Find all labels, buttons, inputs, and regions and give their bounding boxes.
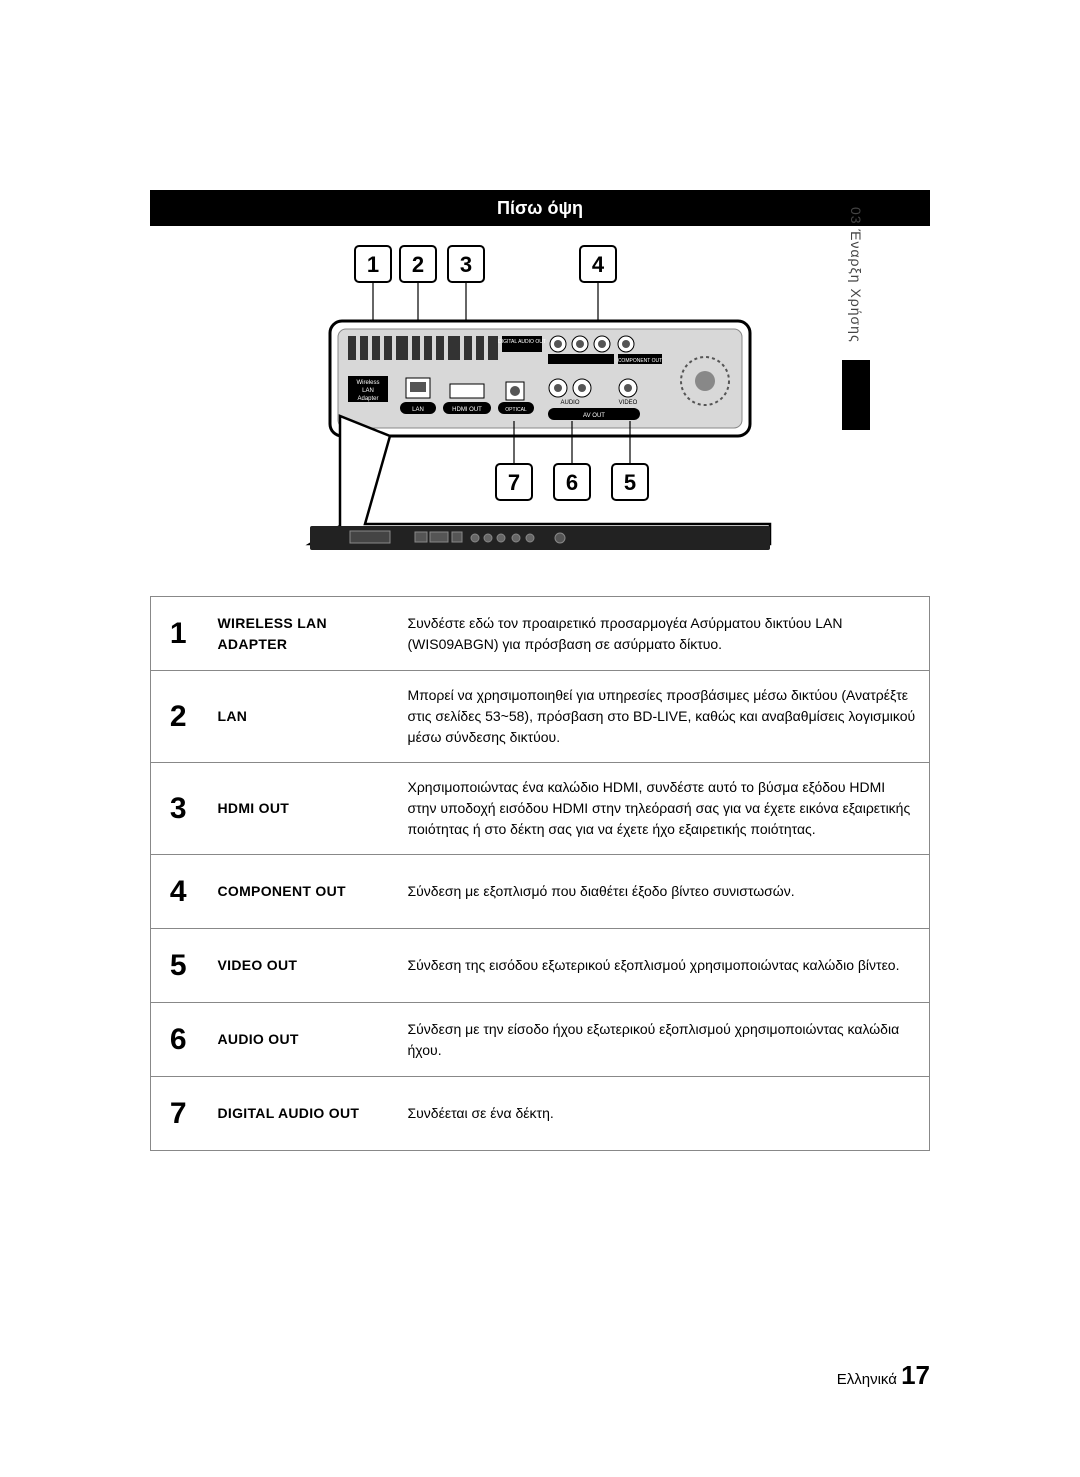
row-label: HDMI OUT	[206, 763, 396, 855]
row-label: COMPONENT OUT	[206, 855, 396, 929]
row-desc: Συνδέστε εδώ τον προαιρετικό προσαρμογέα…	[396, 597, 930, 671]
svg-text:6: 6	[566, 470, 578, 495]
row-label: DIGITAL AUDIO OUT	[206, 1077, 396, 1151]
row-number: 2	[151, 671, 206, 763]
row-number: 6	[151, 1003, 206, 1077]
row-desc: Χρησιμοποιώντας ένα καλώδιο HDMI, συνδέσ…	[396, 763, 930, 855]
svg-text:VIDEO: VIDEO	[619, 400, 638, 406]
port-table: 1WIRELESS LAN ADAPTERΣυνδέστε εδώ τον πρ…	[150, 596, 930, 1151]
side-tab-marker	[842, 360, 870, 430]
table-row: 4COMPONENT OUTΣύνδεση με εξοπλισμό που δ…	[151, 855, 930, 929]
row-label: WIRELESS LAN ADAPTER	[206, 597, 396, 671]
table-row: 5VIDEO OUTΣύνδεση της εισόδου εξωτερικού…	[151, 929, 930, 1003]
svg-text:5: 5	[624, 470, 636, 495]
page-container: Πίσω όψη 1 2 3 4	[150, 190, 930, 1151]
row-desc: Σύνδεση της εισόδου εξωτερικού εξοπλισμο…	[396, 929, 930, 1003]
diagram-svg: 1 2 3 4	[280, 236, 800, 576]
table-row: 2LANΜπορεί να χρησιμοποιηθεί για υπηρεσί…	[151, 671, 930, 763]
row-number: 4	[151, 855, 206, 929]
row-desc: Συνδέεται σε ένα δέκτη.	[396, 1077, 930, 1151]
svg-text:2: 2	[412, 252, 424, 277]
svg-text:3: 3	[460, 252, 472, 277]
svg-text:7: 7	[508, 470, 520, 495]
svg-text:Adapter: Adapter	[357, 396, 378, 402]
table-row: 1WIRELESS LAN ADAPTERΣυνδέστε εδώ τον πρ…	[151, 597, 930, 671]
svg-text:AV OUT: AV OUT	[583, 413, 605, 419]
side-tab-text: 03 Έναρξη Χρήσης	[848, 207, 864, 343]
row-desc: Μπορεί να χρησιμοποιηθεί για υπηρεσίες π…	[396, 671, 930, 763]
svg-text:LAN: LAN	[362, 388, 374, 394]
row-number: 1	[151, 597, 206, 671]
footer-lang: Ελληνικά	[837, 1371, 897, 1388]
page-footer: Ελληνικά 17	[837, 1360, 930, 1391]
vent-slots	[348, 336, 498, 360]
row-label: VIDEO OUT	[206, 929, 396, 1003]
row-desc: Σύνδεση με την είσοδο ήχου εξωτερικού εξ…	[396, 1003, 930, 1077]
section-title: Πίσω όψη	[497, 198, 583, 219]
row-label: LAN	[206, 671, 396, 763]
table-row: 6AUDIO OUTΣύνδεση με την είσοδο ήχου εξω…	[151, 1003, 930, 1077]
row-desc: Σύνδεση με εξοπλισμό που διαθέτει έξοδο …	[396, 855, 930, 929]
svg-text:1: 1	[367, 252, 379, 277]
svg-text:LAN: LAN	[412, 407, 424, 413]
section-header: Πίσω όψη	[150, 190, 930, 226]
svg-text:Wireless: Wireless	[356, 380, 379, 386]
row-label: AUDIO OUT	[206, 1003, 396, 1077]
svg-text:OPTICAL: OPTICAL	[505, 407, 527, 413]
table-row: 7DIGITAL AUDIO OUTΣυνδέεται σε ένα δέκτη…	[151, 1077, 930, 1151]
table-row: 3HDMI OUTΧρησιμοποιώντας ένα καλώδιο HDM…	[151, 763, 930, 855]
svg-text:4: 4	[592, 252, 605, 277]
svg-text:HDMI OUT: HDMI OUT	[452, 407, 482, 413]
svg-text:COMPONENT OUT: COMPONENT OUT	[618, 358, 662, 364]
svg-text:AUDIO: AUDIO	[560, 400, 579, 406]
rear-panel-diagram: 1 2 3 4	[150, 226, 930, 586]
svg-text:DIGITAL AUDIO OUT: DIGITAL AUDIO OUT	[498, 339, 546, 345]
footer-page: 17	[901, 1360, 930, 1390]
side-tab: 03 Έναρξη Χρήσης	[842, 190, 870, 360]
row-number: 7	[151, 1077, 206, 1151]
row-number: 5	[151, 929, 206, 1003]
row-number: 3	[151, 763, 206, 855]
